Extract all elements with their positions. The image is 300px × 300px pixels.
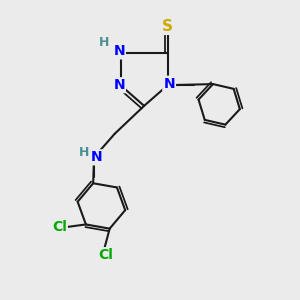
Text: N: N (163, 77, 175, 91)
Text: N: N (113, 78, 125, 92)
Text: H: H (79, 146, 89, 159)
Text: Cl: Cl (52, 220, 67, 234)
Text: N: N (91, 150, 103, 164)
Text: N: N (113, 44, 125, 58)
Text: Cl: Cl (98, 248, 113, 262)
Text: H: H (99, 36, 110, 49)
Text: S: S (162, 19, 173, 34)
